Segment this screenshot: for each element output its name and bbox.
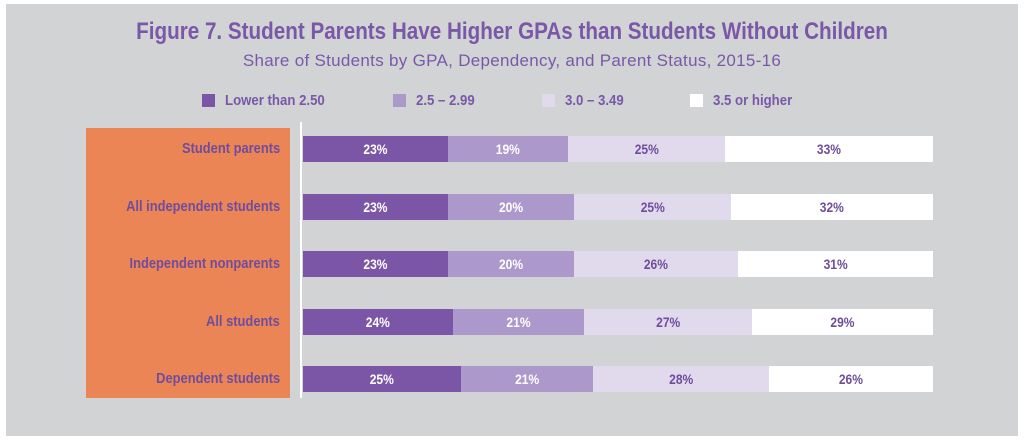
data-label: 32% [820, 199, 845, 215]
data-label: 24% [365, 314, 390, 330]
category-label-student-parents: Student parents [181, 140, 280, 157]
category-axis-line [300, 122, 302, 398]
data-label: 25% [634, 141, 659, 157]
legend-swatch [202, 93, 215, 107]
bar-segment-independent-nonparents-3-5-or-higher: 31% [737, 251, 933, 277]
data-label: 26% [839, 371, 864, 387]
legend-label: 3.0 – 3.49 [565, 91, 624, 109]
bar-segment-independent-nonparents-2-5-2-99: 20% [447, 251, 574, 277]
data-label: 25% [640, 199, 665, 215]
legend-label: 3.5 or higher [713, 91, 793, 109]
bar-segment-all-students-lower-than-2-50: 24% [303, 309, 453, 335]
data-label: 28% [668, 371, 694, 387]
data-label: 19% [495, 141, 520, 157]
data-label: 33% [816, 141, 842, 157]
legend-item-3-5-or-higher: 3.5 or higher [690, 90, 803, 110]
data-label: 25% [369, 371, 394, 387]
bar-segment-independent-nonparents-3-0-3-49: 26% [573, 251, 738, 277]
data-label: 26% [643, 256, 668, 272]
bar-segment-all-independent-students-3-0-3-49: 25% [573, 194, 732, 220]
data-label: 20% [498, 256, 523, 272]
bar-segment-all-independent-students-2-5-2-99: 20% [447, 194, 574, 220]
bar-segment-all-independent-students-lower-than-2-50: 23% [303, 194, 448, 220]
legend: Lower than 2.50 2.5 – 2.99 3.0 – 3.49 3.… [0, 90, 1024, 110]
data-label: 31% [823, 256, 848, 272]
data-label: 23% [363, 256, 388, 272]
data-label: 23% [363, 141, 388, 157]
category-label-independent-nonparents: Independent nonparents [129, 255, 280, 272]
bar-segment-all-students-3-0-3-49: 27% [583, 309, 753, 335]
category-label-panel [86, 128, 290, 398]
category-label-dependent-students: Dependent students [155, 370, 280, 387]
bar-segment-all-independent-students-3-5-or-higher: 32% [731, 194, 933, 220]
legend-item-3-0-to-3-49: 3.0 – 3.49 [542, 90, 632, 110]
bar-segment-dependent-students-3-0-3-49: 28% [592, 366, 770, 392]
bar-segment-dependent-students-3-5-or-higher: 26% [769, 366, 933, 392]
data-label: 23% [363, 199, 388, 215]
bar-segment-student-parents-2-5-2-99: 19% [447, 136, 568, 162]
legend-swatch [542, 93, 555, 107]
legend-swatch [393, 93, 406, 107]
data-label: 27% [655, 314, 680, 330]
legend-label: 2.5 – 2.99 [416, 91, 475, 109]
chart-title: Figure 7. Student Parents Have Higher GP… [136, 18, 888, 45]
bar-segment-student-parents-3-5-or-higher: 33% [725, 136, 933, 162]
legend-swatch [690, 93, 703, 107]
bar-segment-student-parents-lower-than-2-50: 23% [303, 136, 448, 162]
data-label: 21% [506, 314, 531, 330]
legend-label: Lower than 2.50 [225, 91, 325, 109]
bar-segment-all-students-3-5-or-higher: 29% [752, 309, 933, 335]
data-label: 21% [514, 371, 539, 387]
bar-segment-student-parents-3-0-3-49: 25% [567, 136, 726, 162]
bar-segment-dependent-students-2-5-2-99: 21% [460, 366, 593, 392]
category-label-all-students: All students [206, 313, 280, 330]
bar-segment-all-students-2-5-2-99: 21% [452, 309, 584, 335]
data-label: 29% [830, 314, 855, 330]
bar-segment-dependent-students-lower-than-2-50: 25% [303, 366, 461, 392]
bar-segment-independent-nonparents-lower-than-2-50: 23% [303, 251, 448, 277]
data-label: 20% [498, 199, 523, 215]
legend-item-2-5-to-2-99: 2.5 – 2.99 [393, 90, 483, 110]
legend-item-lower-than-2-50: Lower than 2.50 [202, 90, 338, 110]
category-label-all-independent-students: All independent students [125, 198, 280, 215]
chart-subtitle: Share of Students by GPA, Dependency, an… [242, 51, 782, 70]
